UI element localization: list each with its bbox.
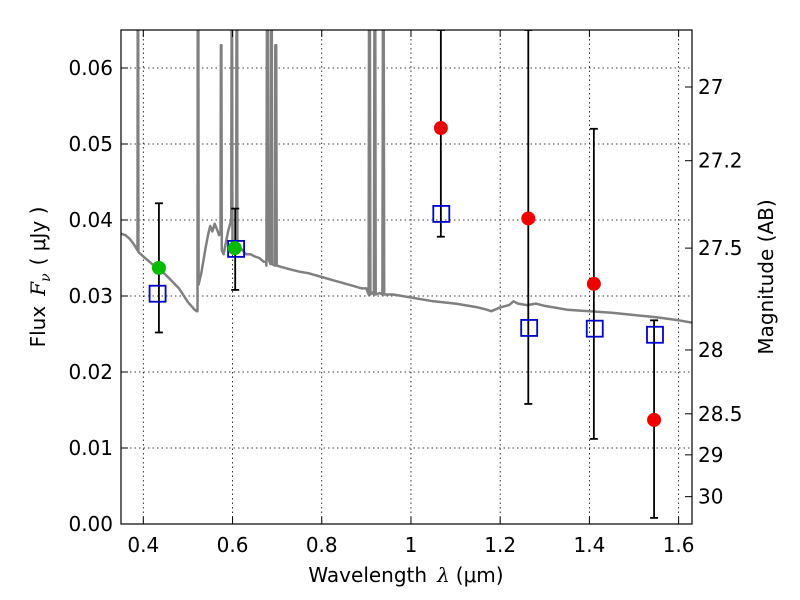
- detection-point-red: [521, 211, 536, 226]
- y-axis-label: Flux Fν ( μJy ): [26, 207, 54, 348]
- plot-frame: [120, 29, 693, 525]
- x-tick-label: 1: [405, 533, 418, 557]
- y-axis-label-prefix: Flux: [26, 306, 50, 348]
- model-flux-square-marker: [520, 319, 539, 337]
- y2-tick-label: 29: [698, 443, 723, 467]
- x-tick-label: 1.4: [573, 533, 605, 557]
- model-flux-square-marker: [432, 205, 451, 223]
- x-tick-label: 1.2: [484, 533, 516, 557]
- plot-area: [121, 30, 692, 519]
- y2-tick-label: 30: [698, 485, 723, 509]
- y-axis-label-subscript: ν: [38, 273, 54, 282]
- y-tick-label: 0.00: [68, 512, 113, 536]
- x-tick-label: 0.4: [127, 533, 159, 557]
- detection-point-red: [433, 121, 448, 136]
- detection-point-green: [151, 260, 166, 275]
- model-spectrum-line: [121, 30, 692, 324]
- y-tick-label: 0.05: [68, 132, 113, 156]
- x-axis-label-prefix: Wavelength: [308, 563, 427, 587]
- model-flux-square-marker: [646, 325, 664, 344]
- y-tick-label: 0.02: [68, 360, 113, 384]
- x-axis-label-unit: (μm): [456, 563, 504, 587]
- model-flux-square-marker: [585, 319, 604, 338]
- plot-background: [121, 30, 692, 524]
- x-tick-label: 0.6: [217, 533, 249, 557]
- y2-tick-label: 27.5: [698, 236, 743, 260]
- y-tick-label: 0.04: [68, 208, 113, 232]
- y-axis-label-unit: ( μJy ): [26, 207, 50, 266]
- x-axis-label: Wavelength λ (μm): [308, 563, 503, 587]
- axis-ticks: 0.4 0.6 0.8 1 1.2 1.4 1.6 0.00 0.01 0.02 0.03 0.04 0…: [68, 30, 743, 557]
- detection-point-red: [586, 276, 601, 291]
- y-tick-label: 0.01: [68, 436, 113, 460]
- y2-tick-label: 28.5: [698, 402, 743, 426]
- model-flux-square-marker: [148, 284, 167, 303]
- x-axis-label-symbol: λ: [436, 563, 450, 587]
- detection-point-green: [227, 241, 242, 256]
- x-tick-label: 0.8: [306, 533, 338, 557]
- y-axis-label-symbol: F: [26, 281, 50, 297]
- y2-axis-label: Magnitude (AB): [754, 199, 778, 354]
- y2-tick-label: 27: [698, 75, 723, 99]
- detection-point-red: [647, 412, 662, 427]
- y-tick-label: 0.06: [68, 56, 113, 80]
- x-tick-label: 1.6: [663, 533, 695, 557]
- y2-tick-label: 28: [698, 338, 723, 362]
- y-tick-label: 0.03: [68, 284, 113, 308]
- y2-tick-label: 27.2: [698, 149, 743, 173]
